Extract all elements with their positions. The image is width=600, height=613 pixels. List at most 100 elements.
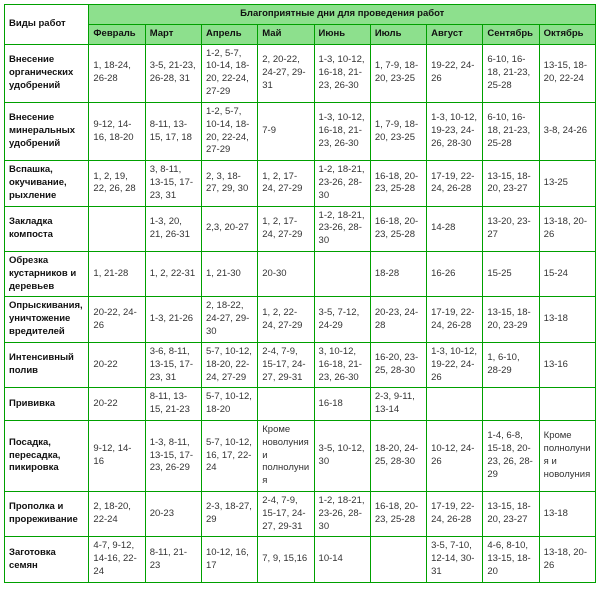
row-label: Прополка и прореживание <box>5 492 89 537</box>
table-cell: 13-18 <box>539 492 595 537</box>
spanning-header: Благоприятные дни для проведения работ <box>89 5 596 25</box>
month-header: Апрель <box>201 24 257 44</box>
row-label: Вспашка, окучивание, рыхление <box>5 161 89 206</box>
table-cell: 10-12, 16, 17 <box>201 537 257 582</box>
table-cell: 15-24 <box>539 252 595 297</box>
table-cell: 13-15, 18-20, 23-27 <box>483 492 539 537</box>
table-cell: 9-12, 14-16, 18-20 <box>89 102 145 160</box>
table-cell: 16-26 <box>427 252 483 297</box>
table-cell: 4-7, 9-12, 14-16, 22-24 <box>89 537 145 582</box>
table-cell <box>89 206 145 251</box>
table-cell: 5-7, 10-12, 16, 17, 22-24 <box>201 420 257 491</box>
row-label: Интенсивный полив <box>5 342 89 387</box>
table-cell: 1, 7-9, 18-20, 23-25 <box>370 44 426 102</box>
table-cell: 1, 2, 22-24, 27-29 <box>258 297 314 342</box>
table-cell: 2-3, 18-27, 29 <box>201 492 257 537</box>
table-cell: 20-22 <box>89 388 145 421</box>
table-cell: 3-6, 8-11, 13-15, 17-23, 31 <box>145 342 201 387</box>
table-cell: 3-5, 7-12, 24-29 <box>314 297 370 342</box>
table-cell: 13-20, 23-27 <box>483 206 539 251</box>
table-cell: 20-23, 24-28 <box>370 297 426 342</box>
row-label: Заготовка семян <box>5 537 89 582</box>
table-cell: 2-4, 7-9, 15-17, 24-27, 29-31 <box>258 342 314 387</box>
table-row: Прополка и прореживание2, 18-20, 22-2420… <box>5 492 596 537</box>
table-cell: 10-14 <box>314 537 370 582</box>
table-cell: 1-3, 10-12, 19-22, 24-26 <box>427 342 483 387</box>
month-header: Февраль <box>89 24 145 44</box>
table-cell: 13-18 <box>539 297 595 342</box>
table-cell: 19-22, 24-26 <box>427 44 483 102</box>
table-row: Обрезка кустарников и деревьев1, 21-281,… <box>5 252 596 297</box>
table-cell: 10-12, 24-26 <box>427 420 483 491</box>
table-row: Закладка компоста1-3, 20, 21, 26-312,3, … <box>5 206 596 251</box>
table-cell: 8-11, 13-15, 17, 18 <box>145 102 201 160</box>
table-cell: 1, 7-9, 18-20, 23-25 <box>370 102 426 160</box>
row-label: Обрезка кустарников и деревьев <box>5 252 89 297</box>
table-cell: 1, 2, 17-24, 27-29 <box>258 206 314 251</box>
table-cell: 13-18, 20-26 <box>539 537 595 582</box>
table-cell: 2, 18-20, 22-24 <box>89 492 145 537</box>
month-header: Май <box>258 24 314 44</box>
table-cell: 1, 6-10, 28-29 <box>483 342 539 387</box>
table-cell <box>483 388 539 421</box>
table-cell <box>314 252 370 297</box>
table-cell: 3-8, 24-26 <box>539 102 595 160</box>
table-cell: 2,3, 20-27 <box>201 206 257 251</box>
table-cell: 8-11, 13-15, 21-23 <box>145 388 201 421</box>
table-cell: 3-5, 21-23, 26-28, 31 <box>145 44 201 102</box>
table-cell: 16-18, 20-23, 25-28 <box>370 206 426 251</box>
table-cell: 15-25 <box>483 252 539 297</box>
table-cell: 1-2, 18-21, 23-26, 28-30 <box>314 206 370 251</box>
table-cell: 13-25 <box>539 161 595 206</box>
table-cell: 1-3, 21-26 <box>145 297 201 342</box>
row-label: Опрыскивания, уничтожение вредителей <box>5 297 89 342</box>
table-cell: 3-5, 10-12, 30 <box>314 420 370 491</box>
table-cell: 7, 9, 15,16 <box>258 537 314 582</box>
table-cell: 13-18, 20-26 <box>539 206 595 251</box>
table-cell: 1-4, 6-8, 15-18, 20-23, 26, 28-29 <box>483 420 539 491</box>
table-cell: 5-7, 10-12, 18-20 <box>201 388 257 421</box>
table-cell: 1-3, 10-12, 19-23, 24-26, 28-30 <box>427 102 483 160</box>
row-label: Посадка, пересадка, пикировка <box>5 420 89 491</box>
table-row: Посадка, пересадка, пикировка9-12, 14-16… <box>5 420 596 491</box>
table-cell: 1, 21-28 <box>89 252 145 297</box>
table-cell: 5-7, 10-12, 18-20, 22-24, 27-29 <box>201 342 257 387</box>
table-cell: 3, 10-12, 16-18, 21-23, 26-30 <box>314 342 370 387</box>
table-cell: 9-12, 14-16 <box>89 420 145 491</box>
table-row: Опрыскивания, уничтожение вредителей20-2… <box>5 297 596 342</box>
row-label-header: Виды работ <box>5 5 89 45</box>
table-cell <box>539 388 595 421</box>
table-cell: 2, 3, 18-27, 29, 30 <box>201 161 257 206</box>
table-cell: 3-5, 7-10, 12-14, 30-31 <box>427 537 483 582</box>
table-row: Вспашка, окучивание, рыхление1, 2, 19, 2… <box>5 161 596 206</box>
table-cell: 16-18, 20-23, 25-28 <box>370 492 426 537</box>
table-cell: 1-3, 8-11, 13-15, 17-23, 26-29 <box>145 420 201 491</box>
table-row: Заготовка семян4-7, 9-12, 14-16, 22-248-… <box>5 537 596 582</box>
table-cell: 1-2, 5-7, 10-14, 18-20, 22-24, 27-29 <box>201 44 257 102</box>
month-header: Август <box>427 24 483 44</box>
table-cell: 7-9 <box>258 102 314 160</box>
calendar-table: Виды работ Благоприятные дни для проведе… <box>4 4 596 583</box>
table-cell <box>370 537 426 582</box>
table-row: Внесение минеральных удобрений9-12, 14-1… <box>5 102 596 160</box>
table-cell: 20-30 <box>258 252 314 297</box>
table-cell: 17-19, 22-24, 26-28 <box>427 297 483 342</box>
month-header: Март <box>145 24 201 44</box>
table-head: Виды работ Благоприятные дни для проведе… <box>5 5 596 45</box>
table-cell: 1-2, 18-21, 23-26, 28-30 <box>314 492 370 537</box>
table-cell: 20-22 <box>89 342 145 387</box>
table-cell: 16-20, 23-25, 28-30 <box>370 342 426 387</box>
table-cell: 16-18 <box>314 388 370 421</box>
table-cell: 18-20, 24-25, 28-30 <box>370 420 426 491</box>
table-cell: 4-6, 8-10, 13-15, 18-20 <box>483 537 539 582</box>
table-cell: 8-11, 21-23 <box>145 537 201 582</box>
table-cell <box>427 388 483 421</box>
table-cell: 18-28 <box>370 252 426 297</box>
table-cell: 1-2, 5-7, 10-14, 18-20, 22-24, 27-29 <box>201 102 257 160</box>
table-cell: 6-10, 16-18, 21-23, 25-28 <box>483 102 539 160</box>
table-cell: 2-4, 7-9, 15-17, 24-27, 29-31 <box>258 492 314 537</box>
table-cell: 20-22, 24-26 <box>89 297 145 342</box>
table-cell <box>258 388 314 421</box>
table-cell: 17-19, 22-24, 26-28 <box>427 161 483 206</box>
row-label: Закладка компоста <box>5 206 89 251</box>
